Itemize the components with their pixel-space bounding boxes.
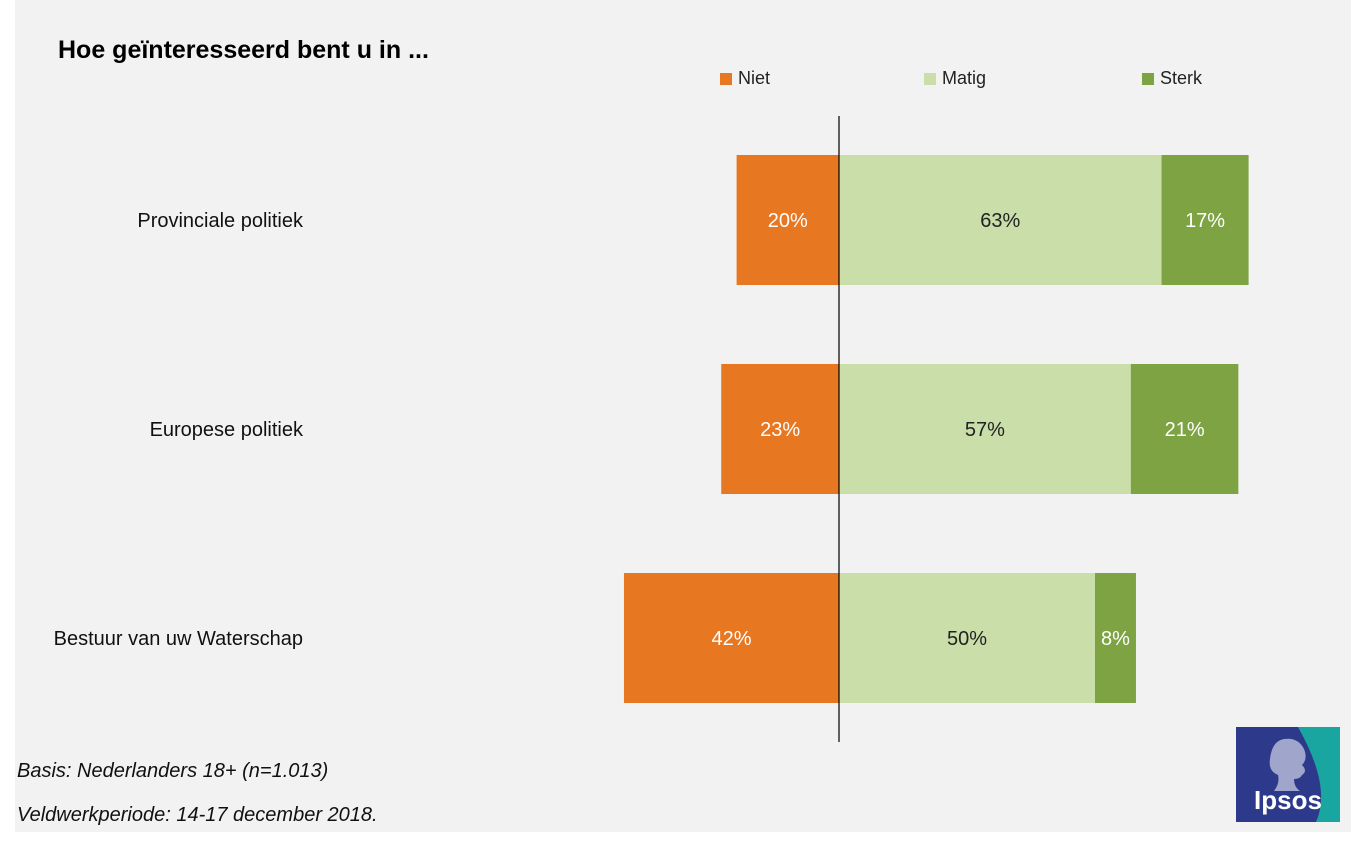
logo-face-icon [1269, 738, 1306, 791]
data-label-sterk-europese-politiek: 21% [1165, 419, 1205, 441]
bar-sterk-provinciale-politiek [1161, 155, 1249, 285]
data-label-matig-europese-politiek: 57% [965, 419, 1005, 441]
legend-item-matig: Matig [924, 68, 986, 89]
legend-label-sterk: Sterk [1160, 68, 1203, 88]
bar-niet-provinciale-politiek [736, 155, 839, 285]
bar-sterk-bestuur-van-uw-waterschap [1095, 573, 1136, 703]
legend-label-niet: Niet [738, 68, 771, 88]
category-label-provinciale-politiek: Provinciale politiek [137, 210, 304, 232]
legend-item-niet: Niet [720, 68, 770, 89]
category-label-europese-politiek: Europese politiek [150, 419, 304, 441]
legend-item-sterk: Sterk [1142, 68, 1202, 89]
data-label-niet-bestuur-van-uw-waterschap: 42% [711, 628, 751, 650]
footnote-veldwerk: Veldwerkperiode: 14-17 december 2018. [17, 804, 378, 826]
legend-swatch-matig [924, 72, 936, 85]
bar-matig-provinciale-politiek [839, 155, 1162, 285]
legend-swatch-sterk [1142, 72, 1154, 85]
category-label-bestuur-van-uw-waterschap: Bestuur van uw Waterschap [54, 628, 303, 650]
bar-niet-bestuur-van-uw-waterschap [623, 573, 839, 703]
bar-sterk-europese-politiek [1130, 364, 1239, 494]
data-label-sterk-provinciale-politiek: 17% [1185, 210, 1225, 232]
footnote-basis: Basis: Nederlanders 18+ (n=1.013) [17, 760, 329, 782]
logo-text: Ipsos [1254, 785, 1322, 815]
data-label-sterk-bestuur-van-uw-waterschap: 8% [1101, 628, 1130, 650]
data-label-niet-provinciale-politiek: 20% [768, 210, 808, 232]
legend-label-matig: Matig [942, 68, 987, 88]
data-label-matig-provinciale-politiek: 63% [980, 210, 1020, 232]
legend-swatch-niet [720, 72, 732, 85]
bar-niet-europese-politiek [721, 364, 839, 494]
chart-title: Hoe geïnteresseerd bent u in ... [58, 36, 429, 64]
bar-matig-europese-politiek [839, 364, 1131, 494]
data-label-niet-europese-politiek: 23% [760, 419, 800, 441]
bar-matig-bestuur-van-uw-waterschap [839, 573, 1095, 703]
ipsos-logo: Ipsos [1236, 727, 1340, 822]
data-label-matig-bestuur-van-uw-waterschap: 50% [947, 628, 987, 650]
logo-accent [1298, 727, 1340, 822]
